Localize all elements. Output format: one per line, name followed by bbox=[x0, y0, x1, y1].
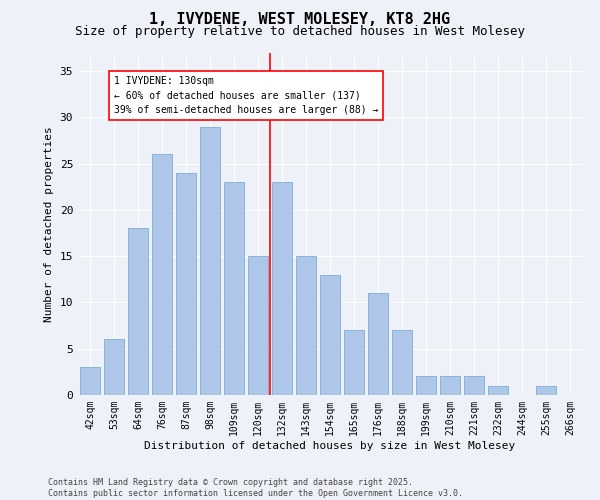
Text: Contains HM Land Registry data © Crown copyright and database right 2025.
Contai: Contains HM Land Registry data © Crown c… bbox=[48, 478, 463, 498]
Bar bbox=[392, 330, 412, 395]
Text: Size of property relative to detached houses in West Molesey: Size of property relative to detached ho… bbox=[75, 25, 525, 38]
Bar bbox=[200, 126, 220, 395]
Bar bbox=[80, 367, 100, 395]
Bar bbox=[176, 173, 196, 395]
Bar bbox=[224, 182, 244, 395]
Bar bbox=[248, 256, 268, 395]
X-axis label: Distribution of detached houses by size in West Molesey: Distribution of detached houses by size … bbox=[145, 440, 515, 450]
Bar bbox=[440, 376, 460, 395]
Bar bbox=[272, 182, 292, 395]
Text: 1, IVYDENE, WEST MOLESEY, KT8 2HG: 1, IVYDENE, WEST MOLESEY, KT8 2HG bbox=[149, 12, 451, 28]
Bar bbox=[488, 386, 508, 395]
Bar bbox=[464, 376, 484, 395]
Bar bbox=[296, 256, 316, 395]
Bar bbox=[368, 293, 388, 395]
Bar bbox=[344, 330, 364, 395]
Bar bbox=[416, 376, 436, 395]
Bar bbox=[152, 154, 172, 395]
Bar bbox=[536, 386, 556, 395]
Bar bbox=[128, 228, 148, 395]
Text: 1 IVYDENE: 130sqm
← 60% of detached houses are smaller (137)
39% of semi-detache: 1 IVYDENE: 130sqm ← 60% of detached hous… bbox=[114, 76, 379, 115]
Bar bbox=[320, 274, 340, 395]
Bar bbox=[104, 340, 124, 395]
Y-axis label: Number of detached properties: Number of detached properties bbox=[44, 126, 54, 322]
